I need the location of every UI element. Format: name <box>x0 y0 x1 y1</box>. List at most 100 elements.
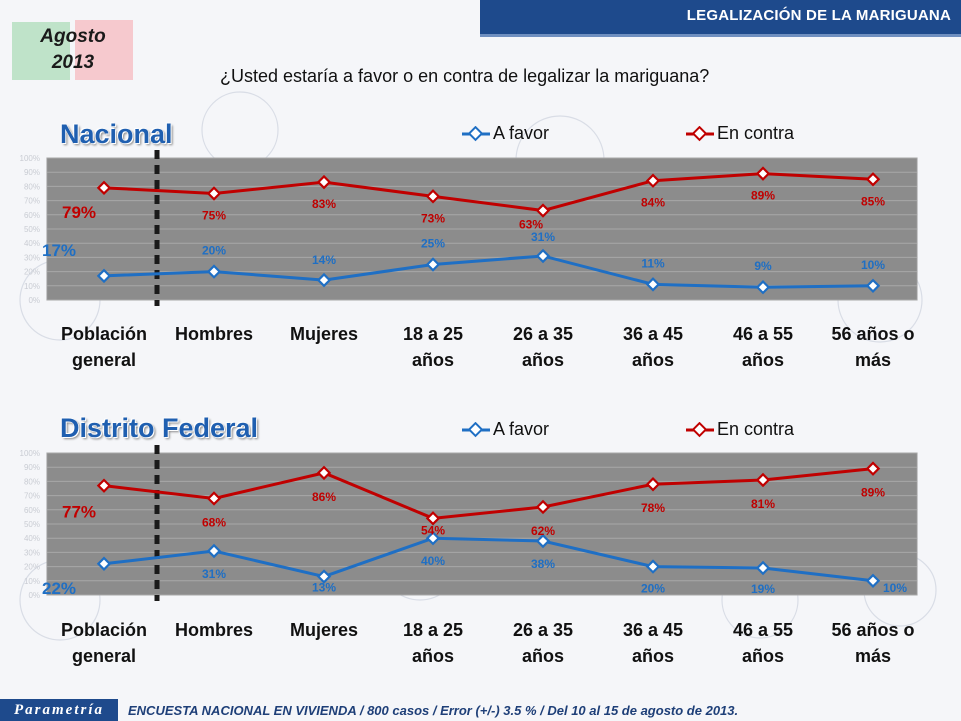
y-tick-label: 10% <box>24 282 40 291</box>
date-badge-green <box>12 22 70 80</box>
data-label-en-contra: 73% <box>421 211 445 225</box>
footer-note: ENCUESTA NACIONAL EN VIVIENDA / 800 caso… <box>128 703 739 718</box>
x-category-label-line: Mujeres <box>289 324 359 344</box>
date-badge-pink <box>75 20 133 80</box>
chart-title-distrito-federal: Distrito Federal <box>60 413 259 443</box>
data-label-en-contra: 85% <box>861 194 885 208</box>
y-tick-label: 90% <box>24 463 40 472</box>
data-point-en-contra <box>96 180 112 196</box>
line-chart-nacional: 0%10%20%30%40%50%60%70%80%90%100%17% 20%1… <box>20 150 918 306</box>
data-point-a-favor <box>535 248 551 264</box>
x-category-label-line: 56 años o <box>831 324 915 344</box>
x-category-label: 26 a 35 años <box>488 321 598 373</box>
data-label-en-contra: 75% <box>202 209 226 223</box>
y-tick-label: 80% <box>24 182 40 191</box>
y-tick-label: 70% <box>24 197 40 206</box>
data-label-en-contra: 89% <box>861 486 885 500</box>
data-point-en-contra <box>865 172 881 187</box>
data-point-en-contra <box>535 499 551 515</box>
x-category-label-line: Hombres <box>174 324 254 344</box>
chart-title-nacional: Nacional <box>60 119 173 149</box>
legend-contra-label: En contra <box>717 123 795 143</box>
y-tick-label: 100% <box>20 154 40 163</box>
data-point-a-favor <box>316 569 332 584</box>
date-month: Agosto <box>40 26 106 47</box>
data-label-en-contra: 62% <box>531 524 555 538</box>
series-line-en-contra <box>103 467 874 520</box>
data-label-en-contra: 63% <box>519 218 543 232</box>
brand-logo: Parametría <box>0 699 118 721</box>
x-category-label: Población general <box>49 321 159 373</box>
series-line-en-contra <box>103 172 874 213</box>
data-label-a-favor: 17% <box>42 241 76 260</box>
data-point-a-favor <box>96 268 112 284</box>
y-tick-label: 30% <box>24 548 40 557</box>
y-tick-label: 90% <box>24 168 40 177</box>
data-point-a-favor <box>425 257 441 272</box>
x-category-label-line: 26 a 35 <box>512 324 574 344</box>
y-tick-label: 0% <box>28 296 40 305</box>
data-label-a-favor: 10% <box>861 258 885 272</box>
data-point-en-contra <box>535 203 551 218</box>
x-category-label-line: 18 a 25 <box>402 620 464 640</box>
legend-contra-label: En contra <box>717 419 795 439</box>
y-tick-label: 0% <box>28 591 40 600</box>
data-point-a-favor <box>865 278 881 294</box>
x-category-label-line: general <box>71 646 137 666</box>
data-point-en-contra <box>425 511 441 526</box>
data-label-a-favor: 11% <box>641 256 665 270</box>
data-point-en-contra <box>425 189 441 204</box>
x-category-label-line: general <box>71 350 137 370</box>
data-label-a-favor: 31% <box>202 567 226 581</box>
legend-favor-marker-icon <box>462 421 490 437</box>
survey-question: ¿Usted estaría a favor o en contra de le… <box>220 66 710 86</box>
x-category-label-line: Mujeres <box>289 620 359 640</box>
x-category-label: 46 a 55 años <box>708 321 818 373</box>
x-category-label: Mujeres <box>269 321 379 347</box>
data-label-a-favor: 25% <box>421 237 445 251</box>
x-category-label-line: 46 a 55 <box>732 324 794 344</box>
line-chart-distrito-federal: 0% 10% 20% 30% 40% 50% 60% 70% 80% 90% 100% 22% 31% 1… <box>20 445 918 601</box>
y-tick-label: 20% <box>24 563 40 572</box>
data-label-a-favor: 31% <box>531 230 555 244</box>
data-point-en-contra <box>316 465 332 481</box>
data-label-en-contra: 68% <box>202 515 226 529</box>
data-label-a-favor: 9% <box>754 259 772 273</box>
y-tick-label: 70% <box>24 492 40 501</box>
y-tick-label: 100% <box>20 449 40 458</box>
y-tick-label: 30% <box>24 253 40 262</box>
data-point-en-contra <box>645 477 661 492</box>
legend-favor-2: A favor <box>462 419 549 440</box>
y-tick-label: 50% <box>24 225 40 234</box>
x-category-label: Mujeres <box>269 617 379 643</box>
x-category-label-line: años <box>631 646 674 666</box>
x-category-label: 36 a 45 años <box>598 617 708 669</box>
data-point-a-favor <box>645 277 661 292</box>
x-category-label-line: 26 a 35 <box>512 620 574 640</box>
data-label-a-favor: 10% <box>883 581 907 595</box>
data-label-a-favor: 19% <box>751 582 775 596</box>
header-bar: LEGALIZACIÓN DE LA MARIGUANA <box>480 0 961 34</box>
data-label-en-contra: 77% <box>62 503 96 522</box>
legend-favor-marker-icon <box>462 125 490 141</box>
y-tick-label: 10% <box>24 577 40 586</box>
x-category-label: 56 años o más <box>818 617 928 669</box>
data-point-en-contra <box>96 478 112 493</box>
data-point-a-favor <box>316 272 332 288</box>
data-point-a-favor <box>755 280 771 295</box>
header-accent-line <box>480 34 961 37</box>
series-line-a-favor <box>103 254 874 289</box>
x-category-label: 26 a 35 años <box>488 617 598 669</box>
x-category-label: 18 a 25 años <box>378 617 488 669</box>
page-title: LEGALIZACIÓN DE LA MARIGUANA <box>686 7 951 24</box>
data-label-en-contra: 54% <box>421 523 445 537</box>
legend-contra-1: En contra <box>686 123 794 144</box>
data-point-a-favor <box>535 533 551 549</box>
x-category-label: 56 años o más <box>818 321 928 373</box>
data-label-a-favor: 20% <box>641 582 665 596</box>
y-tick-label: 20% <box>24 268 40 277</box>
data-point-a-favor <box>865 573 881 589</box>
data-point-en-contra <box>755 166 771 181</box>
data-label-en-contra: 79% <box>62 203 96 222</box>
x-category-label-line: más <box>854 646 892 666</box>
